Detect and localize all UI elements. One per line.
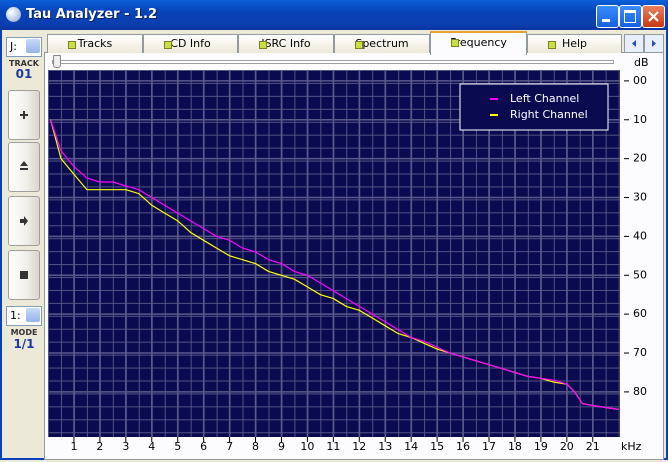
mode-value: 1/1 (13, 337, 35, 351)
mode-select[interactable]: 1: (6, 306, 42, 326)
play-button[interactable] (8, 196, 40, 246)
minimize-button[interactable] (596, 5, 619, 28)
dropdown-arrow (26, 39, 40, 53)
tab-label: Help (561, 37, 588, 50)
drive-select[interactable]: J: (6, 37, 42, 57)
eject-icon (20, 161, 28, 170)
right-arrow (652, 40, 656, 47)
arrow-icon (20, 216, 28, 226)
tab[interactable]: Help (527, 34, 622, 53)
tab-icon (259, 41, 267, 49)
window-title: Tau Analyzer - 1.2 (26, 7, 158, 22)
tab[interactable]: Frequency (430, 31, 527, 55)
slider-track (52, 60, 614, 64)
left-arrow (632, 40, 636, 47)
eject-button[interactable] (8, 142, 40, 192)
title-bar: Tau Analyzer - 1.2 (0, 0, 668, 30)
app-icon (6, 7, 21, 22)
close-icon (648, 11, 659, 22)
tab[interactable]: Tracks (47, 34, 143, 53)
tab-label: Tracks (77, 37, 113, 50)
tab[interactable]: Spectrum (334, 34, 430, 53)
tab-scroll-right[interactable] (644, 34, 664, 53)
dropdown-arrow (26, 308, 40, 322)
tab-icon (451, 39, 459, 47)
tab[interactable]: CD Info (143, 34, 238, 53)
tab-label: ISRC Info (261, 37, 311, 50)
tab-icon (355, 41, 363, 49)
slider-thumb[interactable] (53, 55, 61, 68)
drive-value: J: (10, 40, 17, 53)
tab-icon (548, 41, 556, 49)
plus-icon (20, 111, 28, 119)
mode-select-value: 1: (10, 309, 21, 322)
track-number: 01 (15, 67, 33, 81)
tab-label: CD Info (170, 37, 211, 50)
close-button[interactable] (642, 5, 665, 28)
tab-label: Spectrum (355, 37, 409, 50)
mode-label: MODE (10, 328, 38, 337)
stop-icon (20, 271, 28, 279)
tab[interactable]: ISRC Info (238, 34, 334, 53)
track-label: TRACK (9, 59, 39, 68)
stop-button[interactable] (8, 250, 40, 300)
tab-icon (68, 41, 76, 49)
maximize-button[interactable] (619, 5, 642, 28)
tab-scroll-left[interactable] (624, 34, 644, 53)
add-button[interactable] (8, 90, 40, 140)
plot-area (48, 70, 620, 437)
tab-label: Frequency (450, 36, 507, 49)
tab-icon (164, 41, 172, 49)
